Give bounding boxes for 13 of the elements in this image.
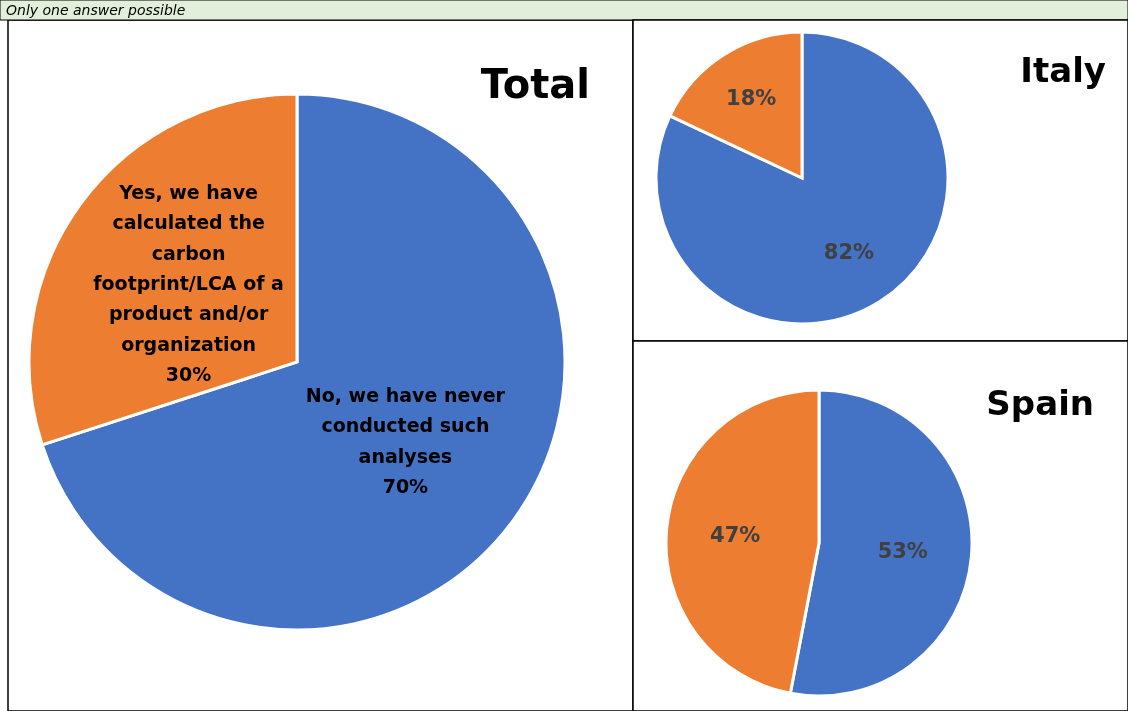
text: Italy <box>1020 50 1106 90</box>
data-label: 18% <box>726 86 777 111</box>
slice-label: No, we have never conducted such analyses <box>305 383 506 467</box>
data-label: 30% <box>165 363 212 386</box>
chart-title: Total <box>480 61 590 107</box>
text: Only one answer possible <box>6 2 186 18</box>
slice-label: Yes, we have calculated the carbon footprint/LCA of a product and/or organization <box>93 180 284 355</box>
data-label: 47% <box>710 523 761 548</box>
text: Spain <box>986 383 1094 423</box>
data-label: 82% <box>823 240 875 265</box>
data-label: 53% <box>877 539 928 564</box>
pie-slice <box>654 30 950 326</box>
data-label: 70% <box>382 475 429 498</box>
